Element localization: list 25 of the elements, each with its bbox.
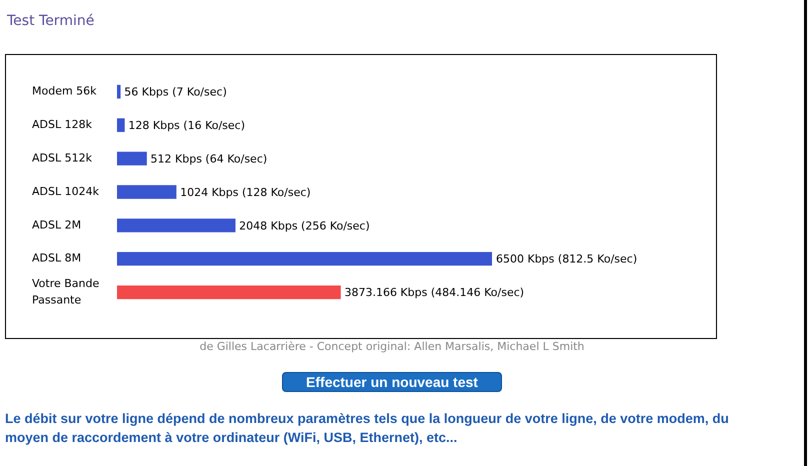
data-label: 6500 Kbps (812.5 Ko/sec): [496, 252, 638, 266]
new-test-button[interactable]: Effectuer un nouveau test: [282, 372, 502, 392]
y-tick-label: ADSL 128k: [32, 118, 93, 131]
bar: [117, 152, 147, 166]
data-label: 1024 Kbps (128 Ko/sec): [180, 186, 311, 199]
text: de Gilles Lacarrière - Concept original: Allen Marsalis, Michael L Smith: [198, 340, 586, 353]
y-tick-label: Modem 56k: [32, 84, 98, 98]
bar: [117, 185, 176, 199]
bar: [117, 285, 341, 300]
data-label: 512 Kbps (64 Ko/sec): [150, 152, 268, 166]
y-tick-label: Votre Bande Passante: [32, 276, 100, 306]
y-tick-label: ADSL 512k: [32, 151, 93, 164]
text: Le débit sur votre ligne dépend de nombreux paramètres tels que la longueur de votre ligne, de votre modem, du moyen de raccordement à votre ordinateur (WiFi, USB, Ethernet), etc...: [5, 410, 730, 447]
bar: [117, 218, 236, 232]
y-tick-label: ADSL 2M: [32, 218, 82, 232]
y-tick-label: ADSL 1024k: [32, 184, 100, 198]
bar: [117, 118, 125, 132]
y-tick-label: ADSL 8M: [32, 252, 82, 265]
data-label: 56 Kbps (7 Ko/sec): [124, 86, 227, 99]
chart-title: Test Terminé: [7, 13, 94, 29]
data-label: 128 Kbps (16 Ko/sec): [128, 119, 246, 132]
bar: [117, 252, 492, 266]
data-label: 3873.166 Kbps (484.146 Ko/sec): [344, 286, 524, 300]
data-label: 2048 Kbps (256 Ko/sec): [239, 219, 370, 232]
bar: [117, 84, 121, 99]
